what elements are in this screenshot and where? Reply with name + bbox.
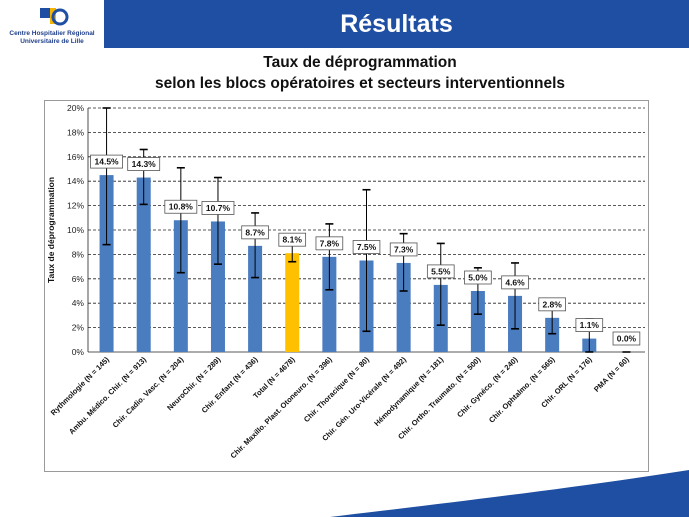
data-label-box [127,157,161,171]
y-tick-label: 20% [67,103,84,113]
page-title: Résultats [340,10,453,38]
x-tick-label: Chir. Cadio. Vasc. (N = 204) [111,355,186,430]
y-tick-label: 12% [67,201,84,211]
chru-logo: Centre Hospitalier Régional Universitair… [0,0,104,48]
data-label: 5.5% [431,266,451,276]
y-tick-label: 2% [72,323,85,333]
data-label-box [90,154,123,169]
data-label-box [389,242,418,257]
data-label-box [575,318,604,332]
y-tick-label: 8% [72,249,85,259]
y-tick-label: 16% [67,152,84,162]
data-label: 14.5% [95,157,120,167]
data-label: 8.1% [283,235,303,245]
chart-title-line2: selon les blocs opératoires et secteurs … [154,75,566,92]
header-bar [104,0,689,48]
data-label: 14.3% [132,159,157,169]
chart-title-line1: Taux de déprogrammation [263,54,457,71]
bar [99,175,114,352]
data-label: 0.0% [617,334,637,344]
data-label: 4.6% [505,277,525,287]
chru-logo-mark [40,8,69,26]
data-label: 7.8% [320,238,340,248]
bar [136,177,151,352]
y-tick-label: 0% [72,347,85,357]
data-label: 7.5% [357,242,377,252]
y-tick-label: 4% [72,298,85,308]
y-axis-title: Taux de déprogrammation [46,177,56,283]
bar [210,221,225,352]
x-tick-label: Hémodynamique (N = 181) [372,355,445,428]
data-label: 8.7% [245,227,265,237]
data-label-box [241,225,269,240]
data-label-box [164,199,198,214]
data-label-box [201,201,235,215]
y-tick-label: 14% [67,176,84,186]
x-tick-label: Rythmologie (N = 145) [49,355,112,418]
bar [248,245,263,352]
y-tick-label: 10% [67,225,84,235]
x-tick-label: Chir. Ophtalmo. (N = 565) [487,355,557,425]
bar [285,253,300,352]
data-label-box [501,275,529,290]
data-label-box [315,236,344,251]
x-tick-label: Chir. Gynéco. (N = 240) [455,355,520,420]
y-tick-label: 6% [72,274,85,284]
bar [545,317,560,352]
y-tick-label: 18% [67,127,84,137]
bar [396,262,411,352]
data-label: 2.8% [542,299,562,309]
data-label-box [352,240,381,254]
data-label-box [538,297,566,312]
data-label-box [278,232,307,247]
bar [322,256,337,352]
bar [173,220,188,352]
data-label: 10.7% [206,203,231,213]
chart-title: Taux de déprogrammation selon les blocs … [80,52,640,94]
data-label-box [612,331,641,346]
x-tick-label: PMA (N = 60) [592,355,631,394]
data-label: 10.8% [169,202,194,212]
data-label-box [464,270,492,285]
logo-text: Centre Hospitalier Régional Universitair… [2,30,102,45]
data-label-box [426,264,455,279]
logo-line1: Centre Hospitalier Régional [9,30,95,37]
bar [470,291,485,352]
logo-line2: Universitaire de Lille [20,37,84,45]
data-label: 5.0% [468,273,488,283]
x-tick-label: Ambu. Médico. Chir. (N = 913) [67,355,148,436]
data-label: 7.3% [394,244,414,254]
x-tick-label: Chir. Thoracique (N = 80) [302,355,371,424]
data-label: 1.1% [580,320,600,330]
